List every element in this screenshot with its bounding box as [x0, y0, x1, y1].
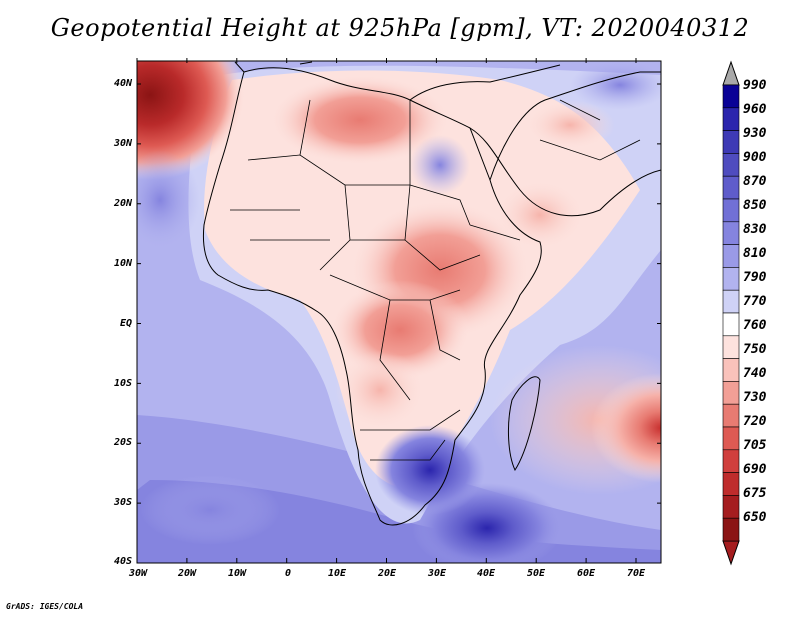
colorbar-label: 750 — [743, 342, 767, 357]
map-frame — [136, 60, 662, 564]
lat-label-30S: 30S — [113, 497, 132, 508]
colorbar-label: 870 — [743, 174, 767, 189]
colorbar-label: 930 — [743, 126, 767, 141]
colorbar-segment — [722, 130, 740, 154]
credit-text: GrADS: IGES/COLA — [6, 602, 84, 611]
colorbar-label: 650 — [743, 510, 767, 525]
colorbar-label: 770 — [743, 294, 767, 309]
lon-label-10W: 10W — [227, 568, 247, 579]
colorbar-segment — [722, 335, 740, 359]
colorbar-label: 810 — [743, 246, 767, 261]
colorbar-segment — [722, 426, 740, 451]
lat-label-40N: 40N — [113, 78, 132, 89]
colorbar-segment — [722, 312, 740, 337]
lat-label-20N: 20N — [113, 198, 132, 209]
colorbar-label: 830 — [743, 222, 767, 237]
lat-label-20S: 20S — [113, 437, 132, 448]
lon-label-70E: 70E — [626, 568, 646, 579]
colorbar-label: 850 — [743, 198, 767, 213]
colorbar-segment — [722, 449, 740, 473]
country-borders — [230, 99, 641, 461]
colorbar-segment — [722, 244, 740, 268]
colorbar-segment — [722, 153, 740, 177]
contour-field — [137, 61, 661, 563]
colorbar-label: 675 — [743, 486, 767, 501]
colorbar-segment — [722, 517, 740, 542]
colorbar-segment — [722, 495, 740, 519]
colorbar-label: 900 — [743, 150, 767, 165]
colorbar-label: 690 — [743, 462, 767, 477]
lon-label-60E: 60E — [576, 568, 596, 579]
colorbar-segment — [722, 403, 740, 428]
map-title: Geopotential Height at 925hPa [gpm], VT:… — [50, 14, 750, 42]
colorbar-segment — [722, 289, 740, 314]
colorbar-top-arrow — [722, 60, 740, 86]
colorbar-segment — [722, 107, 740, 131]
lon-label-10E: 10E — [327, 568, 347, 579]
colorbar-segment — [722, 175, 740, 200]
lon-label-30E: 30E — [427, 568, 447, 579]
lat-label-40S: 40S — [113, 556, 132, 567]
lon-label-40E: 40E — [476, 568, 496, 579]
lon-label-20W: 20W — [177, 568, 197, 579]
coastlines — [202, 61, 661, 526]
colorbar-segment — [722, 472, 740, 496]
colorbar-label: 990 — [743, 78, 767, 93]
lat-label-10S: 10S — [113, 378, 132, 389]
colorbar-segment — [722, 84, 740, 109]
lon-label-50E: 50E — [526, 568, 546, 579]
colorbar-segment — [722, 198, 740, 223]
lon-label-20E: 20E — [377, 568, 397, 579]
colorbar-segment — [722, 267, 740, 291]
lat-label-EQ: EQ — [119, 318, 132, 329]
colorbar-label: 960 — [743, 102, 767, 117]
lat-label-10N: 10N — [113, 258, 132, 269]
lat-label-30N: 30N — [113, 138, 132, 149]
colorbar-label: 740 — [743, 366, 767, 381]
colorbar-segment — [722, 221, 740, 245]
colorbar-label: 730 — [743, 390, 767, 405]
lon-label-30W: 30W — [128, 568, 148, 579]
colorbar-segment — [722, 358, 740, 382]
lon-label-0: 0 — [284, 568, 292, 579]
axis-ticks — [136, 58, 661, 564]
colorbar-bottom-arrow — [722, 540, 740, 566]
colorbar-segment — [722, 381, 740, 405]
colorbar — [722, 60, 740, 566]
colorbar-label: 705 — [743, 438, 767, 453]
colorbar-label: 720 — [743, 414, 767, 429]
colorbar-label: 790 — [743, 270, 767, 285]
colorbar-label: 760 — [743, 318, 767, 333]
